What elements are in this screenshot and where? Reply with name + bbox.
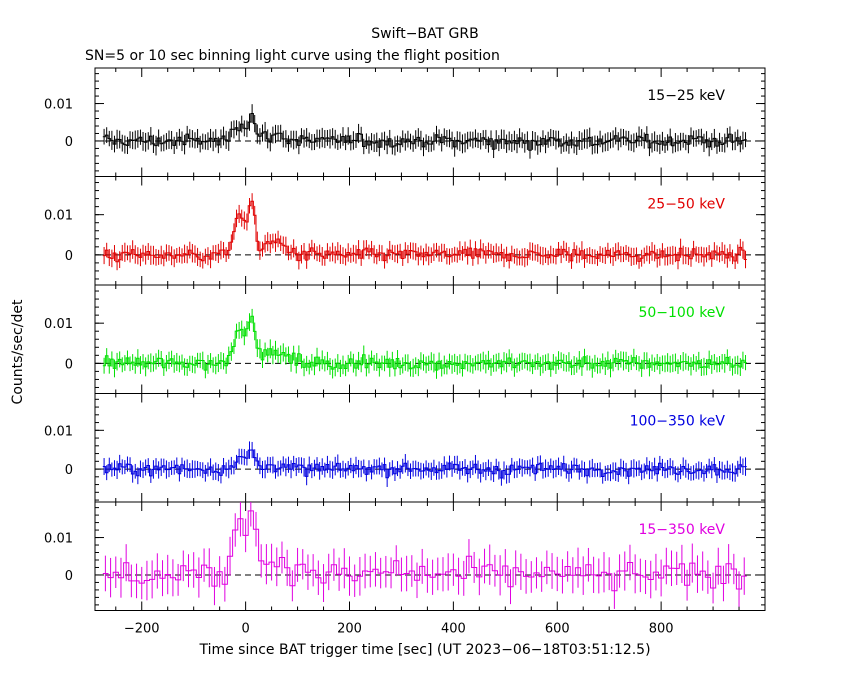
series-line — [102, 510, 747, 592]
series-line — [102, 113, 747, 151]
series-label: 50−100 keV — [638, 305, 725, 321]
panels: 0.01 0 15−25 keV 0.01 0 25−50 keV 0.01 0 50−100 … — [44, 67, 766, 611]
x-tick-label: −200 — [124, 622, 160, 637]
panel-3: 0.01 0 100−350 keV — [44, 393, 766, 503]
series-label: 15−350 keV — [638, 522, 725, 538]
series-2 — [102, 308, 747, 379]
y-tick-label: 0 — [65, 357, 73, 372]
panel-1: 0.01 0 25−50 keV — [44, 176, 766, 286]
panel-frame — [94, 176, 766, 286]
y-axis-label: Counts/sec/det — [10, 299, 26, 404]
chart-title: Swift−BAT GRB — [371, 26, 478, 42]
y-tick-label: 0.01 — [44, 532, 73, 547]
series-1 — [102, 193, 747, 271]
y-tick-label: 0 — [65, 569, 73, 584]
x-axis: −200 0 200 400 600 800 — [124, 622, 674, 637]
y-tick-label: 0.01 — [44, 424, 73, 439]
x-axis-label: Time since BAT trigger time [sec] (UT 20… — [198, 642, 650, 658]
panel-frame — [94, 501, 766, 611]
x-tick-label: 400 — [441, 622, 466, 637]
x-tick-label: 0 — [241, 622, 249, 637]
y-tick-label: 0 — [65, 249, 73, 264]
series-line — [102, 315, 747, 371]
panel-frame — [94, 67, 766, 177]
y-tick-label: 0.01 — [44, 209, 73, 224]
y-tick-label: 0.01 — [44, 98, 73, 113]
y-tick-label: 0.01 — [44, 317, 73, 332]
panel-frame — [94, 393, 766, 503]
y-tick-label: 0 — [65, 463, 73, 478]
series-label: 25−50 keV — [647, 197, 725, 213]
series-label: 100−350 keV — [630, 414, 726, 430]
x-tick-label: 200 — [337, 622, 362, 637]
panel-frame — [94, 284, 766, 394]
chart-subtitle: SN=5 or 10 sec binning light curve using… — [85, 48, 500, 64]
series-0 — [102, 104, 747, 159]
x-tick-label: 600 — [545, 622, 570, 637]
series-3 — [102, 441, 747, 487]
panel-0: 0.01 0 15−25 keV — [44, 67, 766, 177]
x-tick-label: 800 — [649, 622, 674, 637]
series-label: 15−25 keV — [647, 88, 725, 104]
series-4 — [102, 502, 747, 609]
series-line — [102, 449, 747, 479]
series-line — [102, 200, 747, 263]
panel-2: 0.01 0 50−100 keV — [44, 284, 766, 394]
y-tick-label: 0 — [65, 135, 73, 150]
panel-4: 0.01 0 15−350 keV — [44, 501, 766, 611]
